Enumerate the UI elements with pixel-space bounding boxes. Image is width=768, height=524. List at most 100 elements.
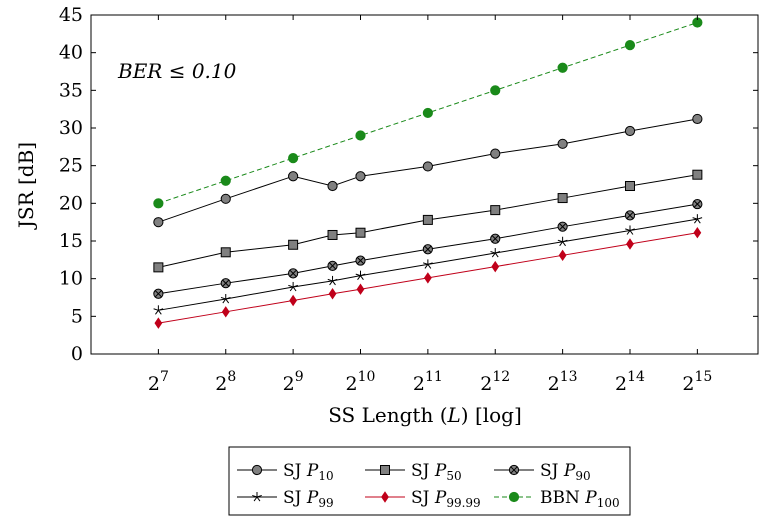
legend-box bbox=[228, 446, 631, 516]
data-point-4-5 bbox=[423, 272, 432, 284]
legend-label-2: SJ P90 bbox=[540, 461, 591, 483]
data-point-2-1 bbox=[220, 278, 231, 289]
data-point-4-0 bbox=[154, 317, 163, 329]
y-tick-label: 0 bbox=[71, 343, 83, 365]
data-point-3-6 bbox=[490, 248, 501, 258]
data-point-5-2 bbox=[288, 153, 299, 164]
data-point-1-5 bbox=[422, 214, 433, 225]
data-point-5-1 bbox=[220, 175, 231, 186]
legend-marker bbox=[251, 464, 263, 476]
legend-label-3: SJ P99 bbox=[283, 488, 334, 510]
legend-item-5: BBN P100 bbox=[494, 488, 620, 510]
x-tick-label: 29 bbox=[283, 369, 304, 395]
x-tick-label: 213 bbox=[548, 369, 578, 395]
legend-marker bbox=[508, 491, 520, 503]
x-tick-label: 215 bbox=[682, 369, 712, 395]
data-point-0-3 bbox=[327, 180, 338, 192]
data-point-2-9 bbox=[692, 198, 703, 210]
data-point-2-5 bbox=[422, 244, 433, 255]
y-tick-label: 25 bbox=[59, 155, 83, 177]
legend-item-1: SJ P50 bbox=[365, 461, 462, 483]
y-tick-label: 10 bbox=[59, 268, 83, 290]
legend-label-4: SJ P99.99 bbox=[411, 488, 481, 510]
data-point-3-9 bbox=[692, 214, 703, 224]
data-point-0-0 bbox=[153, 217, 164, 228]
y-axis-label: JSR [dB] bbox=[14, 142, 38, 230]
y-tick-label: 40 bbox=[59, 42, 83, 64]
data-point-3-4 bbox=[355, 270, 366, 280]
data-point-1-8 bbox=[624, 181, 635, 192]
x-axis-label: SS Length (L) [log] bbox=[328, 403, 522, 427]
axes: 0 5 10 15 20 25 30 35 40 45 27 28 29 210 211 212 213 214 2… bbox=[59, 4, 759, 395]
data-point-3-2 bbox=[288, 281, 299, 292]
series-0 bbox=[153, 113, 703, 228]
data-point-1-4 bbox=[355, 227, 366, 238]
legend-item-0: SJ P10 bbox=[237, 461, 334, 483]
data-point-1-6 bbox=[490, 205, 501, 216]
data-point-3-0 bbox=[153, 305, 164, 315]
y-tick-label: 45 bbox=[59, 4, 83, 26]
series-4 bbox=[154, 227, 702, 329]
legend-marker bbox=[380, 465, 390, 475]
data-point-0-1 bbox=[220, 193, 231, 204]
legend-marker bbox=[508, 464, 520, 476]
data-point-4-1 bbox=[221, 306, 230, 318]
data-point-0-8 bbox=[624, 125, 636, 137]
y-tick-label: 35 bbox=[59, 79, 83, 101]
data-point-0-7 bbox=[557, 138, 568, 149]
series-5 bbox=[153, 17, 703, 209]
data-point-2-7 bbox=[557, 221, 568, 232]
x-tick-label: 28 bbox=[215, 369, 236, 395]
data-point-0-2 bbox=[288, 171, 299, 182]
data-point-5-0 bbox=[153, 198, 164, 209]
data-point-3-5 bbox=[422, 259, 433, 269]
y-tick-label: 5 bbox=[71, 305, 83, 327]
data-point-0-6 bbox=[490, 148, 501, 159]
data-point-4-4 bbox=[356, 283, 365, 295]
data-point-5-4 bbox=[422, 107, 433, 119]
data-point-5-5 bbox=[490, 85, 501, 96]
data-point-2-3 bbox=[327, 260, 338, 271]
data-point-2-6 bbox=[490, 233, 501, 244]
legend-label-0: SJ P10 bbox=[283, 461, 334, 483]
data-point-1-3 bbox=[327, 229, 338, 240]
series-line-3 bbox=[158, 218, 698, 311]
y-tick-label: 20 bbox=[59, 192, 83, 214]
data-point-3-3 bbox=[327, 275, 338, 286]
legend-label-1: SJ P50 bbox=[411, 461, 462, 483]
series-2 bbox=[153, 198, 703, 299]
data-point-5-7 bbox=[624, 40, 636, 51]
data-point-4-7 bbox=[558, 249, 567, 262]
series-1 bbox=[153, 169, 703, 273]
data-point-4-2 bbox=[289, 294, 298, 307]
y-tick-label: 15 bbox=[59, 230, 83, 252]
data-point-3-7 bbox=[557, 236, 568, 247]
series-3 bbox=[153, 214, 703, 315]
data-point-1-9 bbox=[692, 169, 703, 180]
data-point-2-0 bbox=[153, 288, 164, 299]
data-point-1-7 bbox=[557, 193, 568, 204]
data-point-0-5 bbox=[422, 161, 433, 172]
x-tick-label: 27 bbox=[148, 369, 169, 395]
legend: SJ P10 SJ P50 SJ P90 SJ P99 SJ P99.99 BBN P10… bbox=[228, 446, 631, 516]
x-tick-label: 211 bbox=[413, 369, 443, 395]
legend-label-5: BBN P100 bbox=[540, 488, 620, 510]
legend-item-3: SJ P99 bbox=[237, 488, 334, 510]
data-point-5-3 bbox=[355, 130, 366, 141]
data-point-1-2 bbox=[288, 239, 299, 250]
x-tick-label: 212 bbox=[480, 369, 510, 395]
data-point-0-9 bbox=[692, 113, 703, 125]
plot-area bbox=[153, 17, 703, 329]
x-tick-label: 214 bbox=[615, 369, 645, 395]
x-tick-label: 210 bbox=[346, 369, 376, 395]
data-point-4-6 bbox=[491, 260, 500, 273]
data-point-4-9 bbox=[693, 227, 702, 239]
legend-item-4: SJ P99.99 bbox=[365, 488, 481, 510]
data-point-2-2 bbox=[288, 268, 299, 279]
series-line-4 bbox=[158, 232, 698, 324]
data-point-1-1 bbox=[220, 247, 231, 258]
data-point-3-8 bbox=[625, 225, 635, 235]
data-point-2-8 bbox=[624, 210, 636, 221]
legend-item-2: SJ P90 bbox=[494, 461, 591, 483]
